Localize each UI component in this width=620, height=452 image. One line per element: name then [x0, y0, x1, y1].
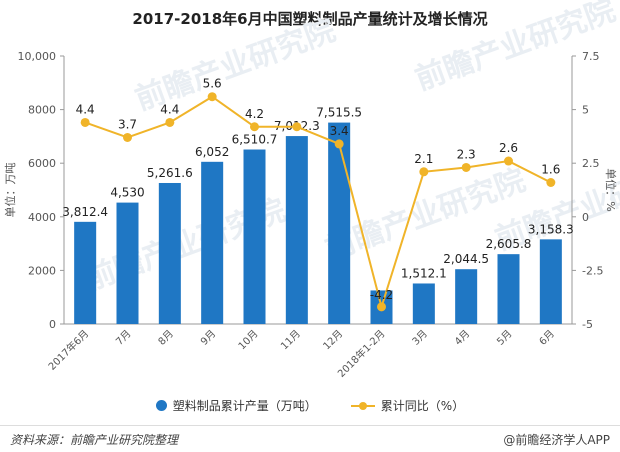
- left-tick-label: 4000: [28, 211, 56, 224]
- bar-value-label: 3,812.4: [62, 205, 108, 219]
- growth-point: [377, 302, 386, 312]
- right-tick-label: 5: [582, 104, 589, 117]
- growth-value-label: 4.4: [76, 102, 95, 116]
- bar-value-label: 4,530: [110, 186, 144, 200]
- right-axis-title: 单位：%: [604, 168, 618, 211]
- x-tick-label: 7月: [114, 328, 134, 348]
- bar: [116, 202, 139, 324]
- right-tick-label: -5: [582, 318, 593, 331]
- growth-point: [292, 122, 302, 132]
- growth-value-label: 2.6: [499, 141, 518, 155]
- legend-line-swatch: [350, 400, 375, 412]
- legend-bar-swatch: [155, 400, 167, 411]
- legend-line-label: 累计同比（%）: [380, 399, 465, 413]
- chart-legend: 塑料制品累计产量（万吨） 累计同比（%）: [0, 397, 620, 414]
- legend-item-bar[interactable]: 塑料制品累计产量（万吨）: [155, 397, 317, 414]
- bar: [328, 122, 351, 325]
- growth-point: [546, 177, 556, 187]
- growth-value-label: -4.2: [370, 288, 393, 302]
- bar: [201, 161, 224, 324]
- growth-point: [123, 132, 132, 142]
- left-axis-title: 单位：万吨: [3, 163, 17, 218]
- bar-value-label: 7,515.5: [316, 106, 362, 120]
- left-tick-label: 0: [49, 318, 56, 331]
- x-tick-label: 2017年6月: [45, 327, 91, 373]
- bar-value-label: 1,512.1: [401, 266, 447, 280]
- growth-value-label: 2.3: [457, 147, 476, 161]
- bar: [74, 221, 97, 324]
- bar-value-label: 6,510.7: [232, 133, 278, 147]
- right-tick-label: -2.5: [582, 264, 603, 277]
- growth-value-label: 4.2: [245, 107, 264, 121]
- source-note: 资料来源：前瞻产业研究院整理: [10, 433, 179, 447]
- watermark-text-3: 前瞻产业研究院: [321, 163, 530, 268]
- growth-point: [504, 156, 513, 166]
- x-tick-label: 4月: [452, 328, 472, 348]
- bar: [455, 269, 478, 324]
- bar-value-label: 2,605.8: [486, 237, 532, 251]
- growth-point: [461, 162, 471, 172]
- bar: [285, 136, 308, 324]
- right-tick-label: 2.5: [582, 157, 600, 170]
- bar: [243, 149, 266, 324]
- growth-point: [419, 167, 429, 177]
- growth-value-label: 2.1: [414, 152, 433, 166]
- growth-point: [80, 117, 90, 127]
- x-tick-label: 10月: [236, 328, 261, 353]
- legend-item-line[interactable]: 累计同比（%）: [350, 397, 465, 414]
- left-tick-label: 8000: [28, 104, 56, 117]
- bar-value-label: 5,261.6: [147, 166, 193, 180]
- growth-point: [334, 139, 344, 149]
- growth-point: [250, 122, 259, 132]
- x-tick-label: 3月: [410, 328, 430, 348]
- chart-title: 2017-2018年6月中国塑料制品产量统计及增长情况: [132, 10, 488, 28]
- bar: [412, 283, 435, 324]
- bar-value-label: 6,052: [195, 145, 229, 159]
- x-tick-label: 6月: [537, 328, 557, 348]
- x-tick-label: 11月: [278, 328, 303, 353]
- growth-value-label: 1.6: [541, 162, 560, 176]
- bar: [539, 239, 562, 324]
- left-tick-label: 6000: [28, 157, 56, 170]
- right-tick-label: 7.5: [582, 50, 600, 63]
- growth-line: [84, 95, 552, 311]
- growth-point: [165, 117, 175, 127]
- watermark-text-1: 前瞻产业研究院: [411, 0, 620, 98]
- x-tick-label: 9月: [198, 328, 218, 348]
- growth-value-label: 3.7: [118, 117, 137, 131]
- bar-value-label: 3,158.3: [528, 222, 574, 236]
- growth-value-label: 4.4: [160, 102, 179, 116]
- legend-bar-label: 塑料制品累计产量（万吨）: [172, 399, 317, 413]
- x-tick-label: 5月: [495, 328, 515, 348]
- bar: [158, 182, 181, 324]
- chart-footer: 资料来源：前瞻产业研究院整理 @前瞻经济学人APP: [0, 425, 620, 452]
- bar-value-label: 2,044.5: [443, 252, 489, 266]
- x-tick-label: 8月: [156, 328, 176, 348]
- left-tick-label: 2000: [28, 264, 56, 277]
- growth-point: [207, 92, 217, 102]
- growth-value-label: 3.4: [330, 124, 349, 138]
- right-tick-label: 0: [582, 211, 589, 224]
- x-tick-label: 12月: [321, 328, 346, 353]
- left-tick-label: 10,000: [18, 50, 57, 63]
- brand-credit: @前瞻经济学人APP: [503, 433, 610, 447]
- growth-value-label: 5.6: [203, 77, 222, 91]
- bar: [497, 254, 520, 324]
